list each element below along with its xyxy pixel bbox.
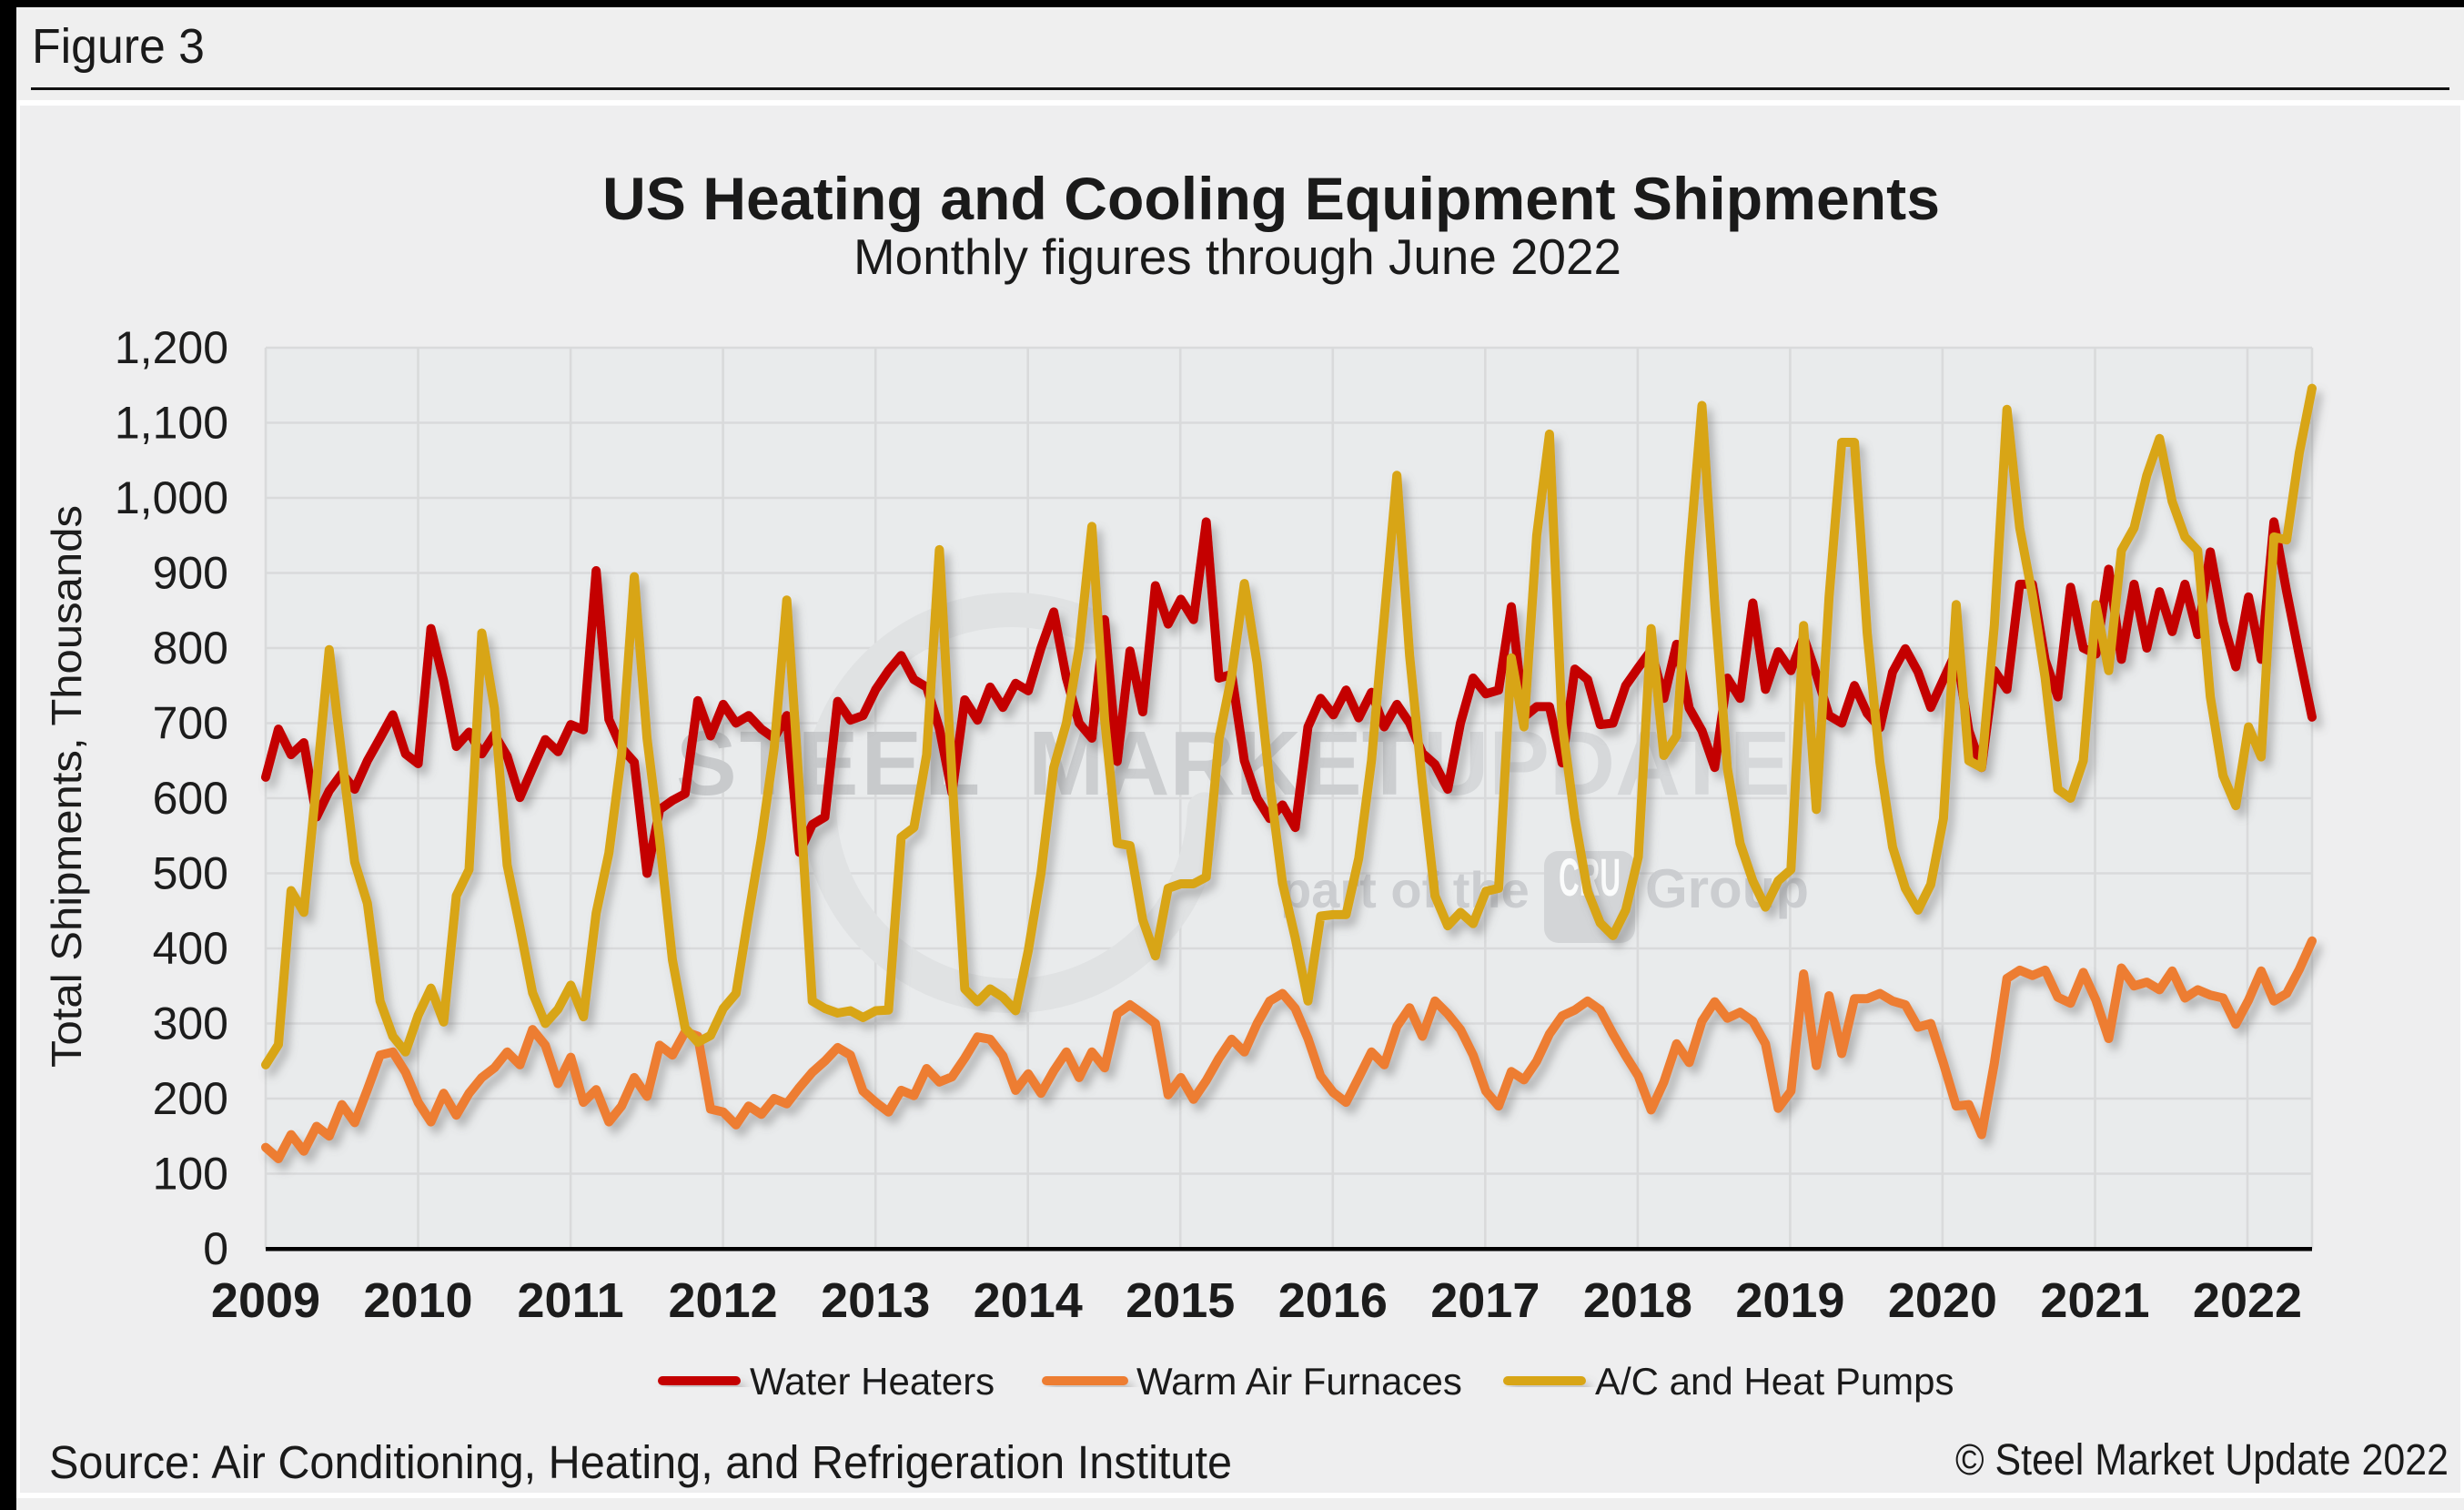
svg-text:700: 700 xyxy=(153,698,228,749)
svg-text:2012: 2012 xyxy=(669,1273,778,1328)
svg-text:2017: 2017 xyxy=(1430,1273,1540,1328)
svg-text:0: 0 xyxy=(203,1223,228,1274)
svg-text:300: 300 xyxy=(153,998,228,1049)
svg-text:2022: 2022 xyxy=(2193,1273,2302,1328)
svg-text:Water Heaters: Water Heaters xyxy=(750,1360,995,1403)
svg-text:100: 100 xyxy=(153,1149,228,1200)
svg-text:1,200: 1,200 xyxy=(115,322,228,373)
svg-text:2011: 2011 xyxy=(518,1273,624,1328)
svg-text:Figure 3: Figure 3 xyxy=(32,19,205,74)
svg-text:Source: Air Conditioning, Heat: Source: Air Conditioning, Heating, and R… xyxy=(49,1436,1232,1488)
svg-text:2019: 2019 xyxy=(1735,1273,1844,1328)
svg-text:2016: 2016 xyxy=(1278,1273,1388,1328)
svg-text:400: 400 xyxy=(153,923,228,974)
svg-text:2010: 2010 xyxy=(363,1273,472,1328)
svg-text:600: 600 xyxy=(153,773,228,824)
svg-text:800: 800 xyxy=(153,623,228,674)
svg-text:2018: 2018 xyxy=(1583,1273,1692,1328)
svg-text:2013: 2013 xyxy=(821,1273,930,1328)
svg-text:Total Shipments, Thousands: Total Shipments, Thousands xyxy=(43,505,90,1068)
svg-text:© Steel Market Update 2022: © Steel Market Update 2022 xyxy=(1955,1436,2449,1485)
svg-text:2009: 2009 xyxy=(211,1273,320,1328)
svg-text:2015: 2015 xyxy=(1126,1273,1235,1328)
svg-text:200: 200 xyxy=(153,1073,228,1124)
svg-text:US Heating and Cooling Equipme: US Heating and Cooling Equipment Shipmen… xyxy=(602,165,1940,232)
svg-text:2014: 2014 xyxy=(974,1273,1083,1328)
svg-text:Group: Group xyxy=(1645,858,1809,919)
svg-text:1,000: 1,000 xyxy=(115,472,228,523)
svg-text:900: 900 xyxy=(153,548,228,599)
svg-text:Warm Air Furnaces: Warm Air Furnaces xyxy=(1136,1360,1462,1403)
svg-text:1,100: 1,100 xyxy=(115,398,228,449)
svg-text:A/C and Heat Pumps: A/C and Heat Pumps xyxy=(1595,1360,1954,1403)
svg-text:2021: 2021 xyxy=(2040,1273,2149,1328)
svg-text:Monthly figures through June 2: Monthly figures through June 2022 xyxy=(853,228,1621,285)
svg-text:500: 500 xyxy=(153,848,228,899)
svg-text:2020: 2020 xyxy=(1888,1273,1997,1328)
